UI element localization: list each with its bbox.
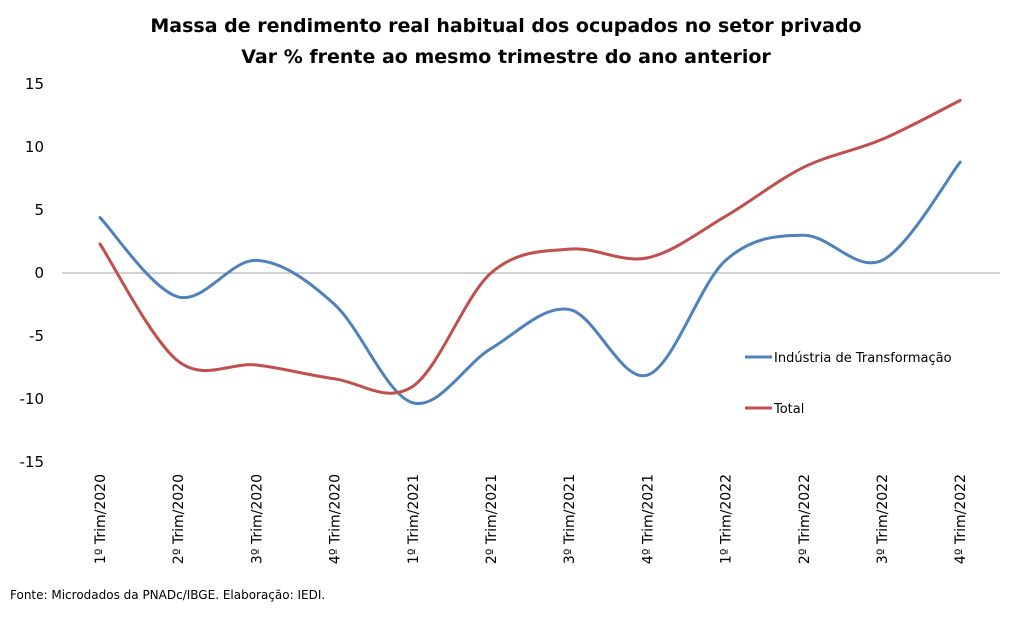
x-tick-label: 3º Trim/2022 xyxy=(875,474,891,564)
y-tick-label: 5 xyxy=(34,201,44,219)
x-tick-label: 2º Trim/2021 xyxy=(484,474,500,564)
y-tick-label: 0 xyxy=(34,264,44,282)
x-tick-label: 4º Trim/2021 xyxy=(640,474,656,564)
y-tick-label: 10 xyxy=(25,138,44,156)
x-tick-label: 4º Trim/2022 xyxy=(953,474,969,564)
y-tick-label: -10 xyxy=(20,390,45,408)
x-axis-ticks: 1º Trim/2020 2º Trim/2020 3º Trim/2020 4º T… xyxy=(93,474,969,564)
source-note: Fonte: Microdados da PNADc/IBGE. Elabora… xyxy=(10,588,326,602)
legend: Indústria de Transformação Total xyxy=(745,351,952,417)
y-tick-label: 15 xyxy=(25,75,44,93)
series-line-total xyxy=(98,98,962,395)
y-axis-ticks: 15 10 5 0 -5 -10 -15 xyxy=(20,75,45,471)
chart-title: Massa de rendimento real habitual dos oc… xyxy=(150,15,861,37)
x-tick-label: 3º Trim/2021 xyxy=(562,474,578,564)
legend-label: Total xyxy=(773,402,804,417)
legend-label: Indústria de Transformação xyxy=(774,351,952,366)
x-tick-label: 1º Trim/2020 xyxy=(93,474,109,564)
chart-subtitle: Var % frente ao mesmo trimestre do ano a… xyxy=(241,46,771,68)
y-tick-label: -15 xyxy=(20,453,45,471)
x-tick-label: 2º Trim/2020 xyxy=(171,474,187,564)
series-line-industria-de-transformacao xyxy=(98,160,962,406)
x-tick-label: 1º Trim/2022 xyxy=(719,474,735,564)
x-tick-label: 3º Trim/2020 xyxy=(249,474,265,564)
x-tick-label: 1º Trim/2021 xyxy=(406,474,422,564)
y-tick-label: -5 xyxy=(29,327,44,345)
x-tick-label: 4º Trim/2020 xyxy=(328,474,344,564)
x-tick-label: 2º Trim/2022 xyxy=(797,474,813,564)
series-layer xyxy=(98,98,962,406)
